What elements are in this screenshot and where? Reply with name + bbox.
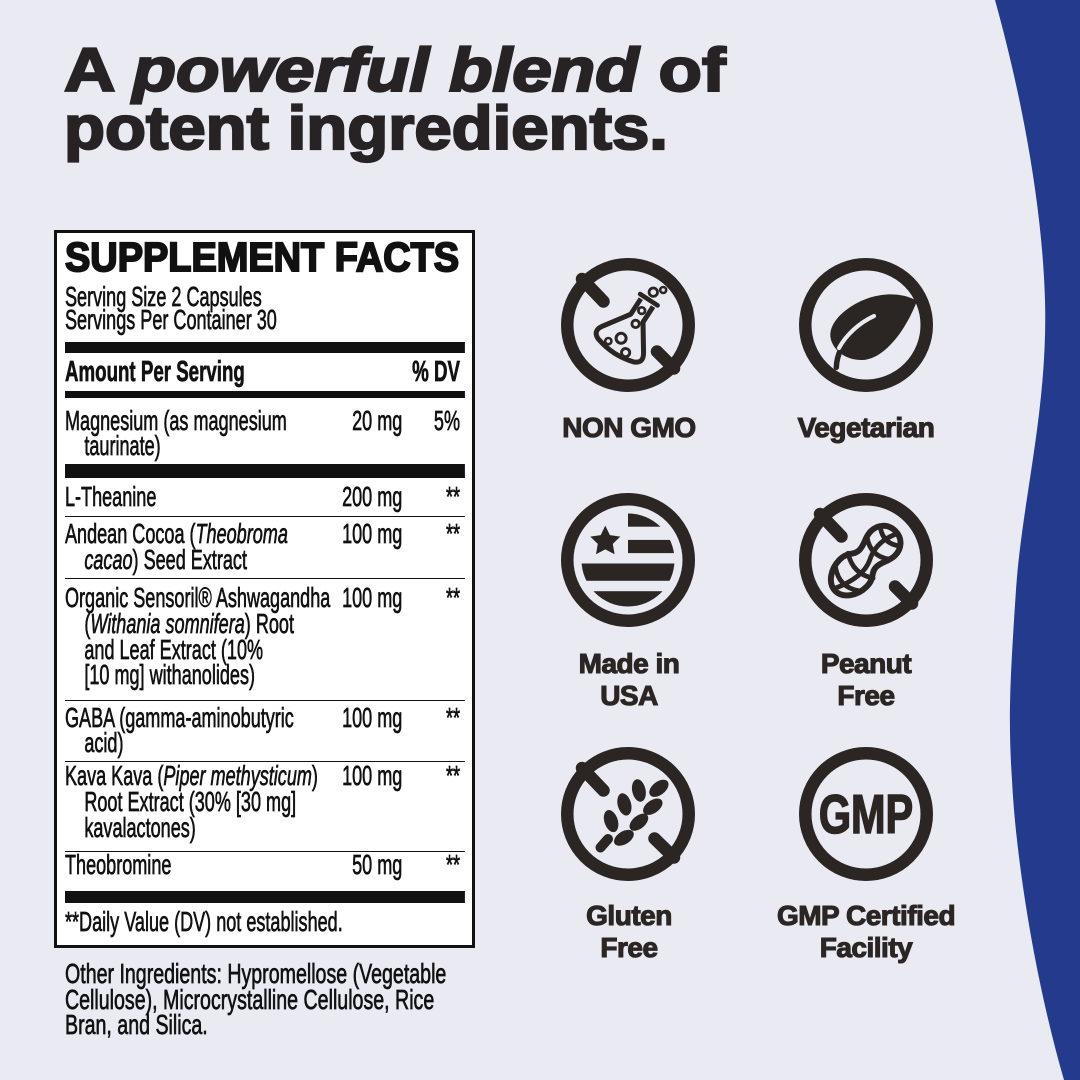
svg-text:GMP: GMP bbox=[819, 785, 913, 846]
